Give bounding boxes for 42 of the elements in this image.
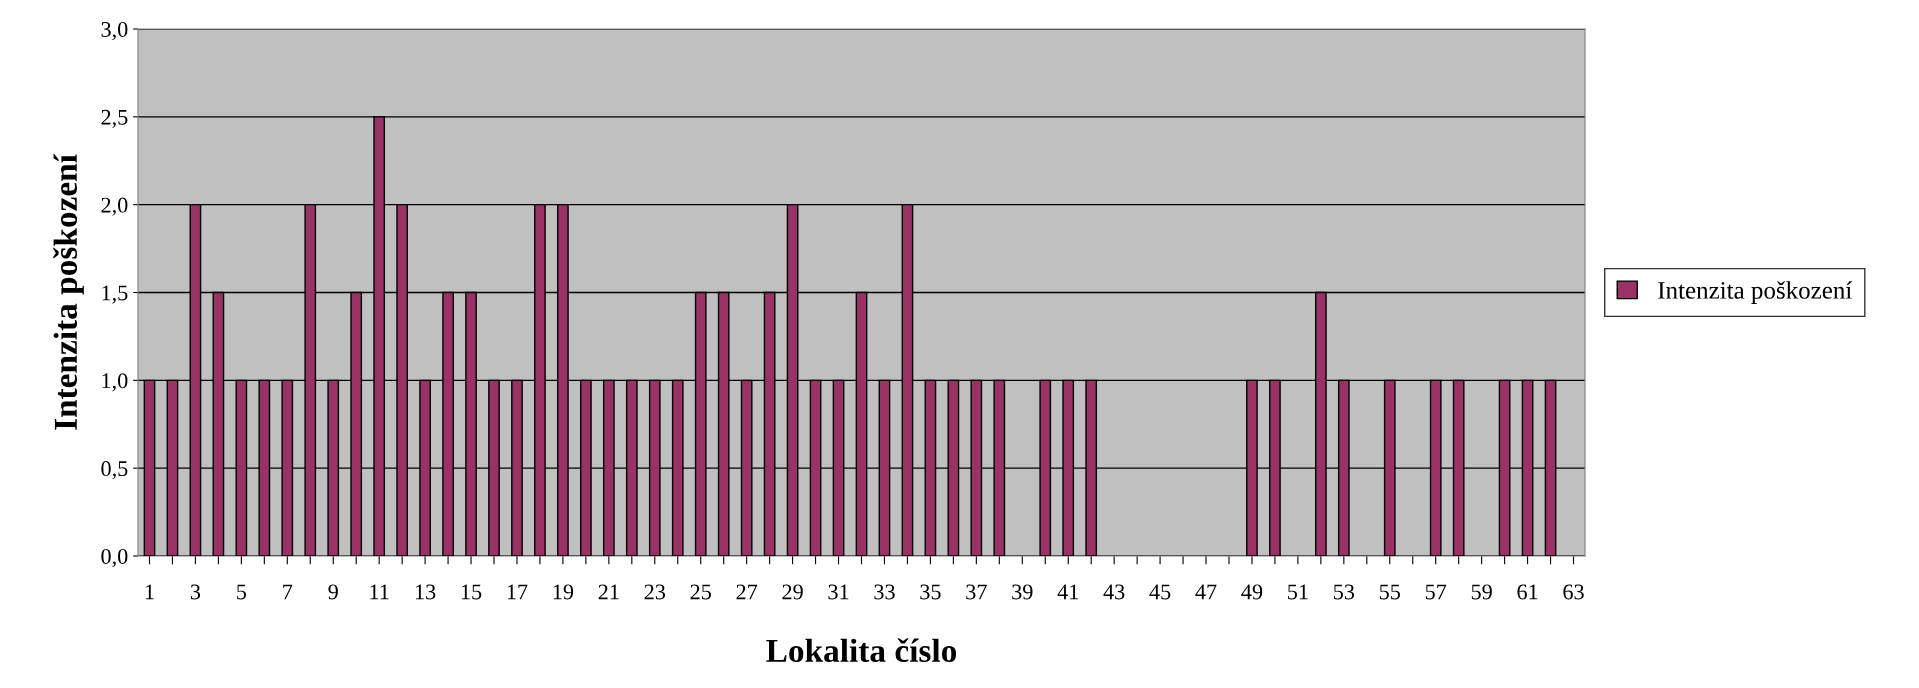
x-tick-label: 5 <box>237 584 247 600</box>
x-tick-label: 45 <box>1149 584 1171 600</box>
x-tick-label: 51 <box>1288 584 1308 600</box>
x-tick-label: 43 <box>1103 584 1125 600</box>
x-tick-label: 59 <box>1471 584 1492 600</box>
x-tick-label: 25 <box>690 584 711 600</box>
x-tick-label: 9 <box>328 584 338 600</box>
x-tick-label: 41 <box>1057 584 1078 600</box>
x-tick-label: 19 <box>553 584 574 600</box>
x-tick-label: 37 <box>966 584 987 600</box>
y-tick-label: 1,0 <box>102 373 128 392</box>
x-tick-label: 39 <box>1012 584 1033 600</box>
x-tick-label: 15 <box>461 584 482 600</box>
x-tick-label: 31 <box>828 584 849 600</box>
x-tick-label: 35 <box>920 584 941 600</box>
y-tick-label: 0,5 <box>101 461 128 480</box>
y-tick-label: 0,0 <box>101 548 128 568</box>
x-tick-label: 7 <box>283 584 293 600</box>
x-tick-label: 53 <box>1334 584 1355 600</box>
x-tick-label: 49 <box>1241 584 1263 600</box>
x-tick-label: 63 <box>1563 584 1584 600</box>
y-tick-label: 1,5 <box>102 285 128 304</box>
x-tick-label: 21 <box>598 584 619 600</box>
y-axis-title: Intenzita poškození <box>53 153 84 430</box>
x-tick-label: 61 <box>1517 584 1538 600</box>
legend-label: Intenzita poškození <box>1658 281 1853 304</box>
x-tick-label: 47 <box>1195 584 1217 600</box>
y-tick-label: 3,0 <box>101 21 128 41</box>
x-tick-label: 23 <box>644 584 666 600</box>
x-tick-label: 13 <box>415 584 436 600</box>
x-tick-label: 55 <box>1379 584 1401 600</box>
y-tick-label: 2,5 <box>101 109 128 128</box>
x-tick-label: 29 <box>782 584 803 600</box>
x-tick-label: 33 <box>874 584 895 600</box>
x-tick-label: 17 <box>507 584 528 600</box>
x-tick-label: 57 <box>1425 584 1447 600</box>
x-tick-label: 3 <box>190 584 201 600</box>
y-tick-label: 2,0 <box>101 197 128 216</box>
x-tick-label: 27 <box>736 584 758 600</box>
x-axis-title: Lokalita číslo <box>766 638 957 663</box>
x-tick-label: 11 <box>370 584 389 600</box>
x-tick-label: 1 <box>145 584 154 600</box>
